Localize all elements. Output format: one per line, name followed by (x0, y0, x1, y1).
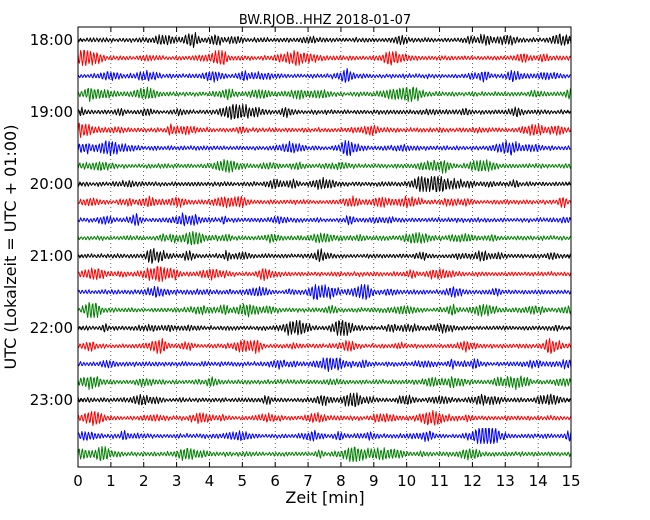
x-tick-label: 8 (336, 472, 346, 490)
x-tick-label: 11 (430, 472, 449, 490)
y-tick-label: 18:00 (30, 31, 73, 49)
x-tick-label: 5 (238, 472, 248, 490)
x-tick-label: 4 (205, 472, 215, 490)
x-tick-label: 15 (561, 472, 580, 490)
y-axis-label: UTC (Lokalzeit = UTC + 01:00) (1, 125, 20, 370)
trace-row-2330 (77, 428, 572, 444)
x-axis-ticks: 0 1 2 3 4 5 6 7 8 9 10 11 12 13 14 15 (73, 27, 581, 490)
trace-row-1845 (78, 86, 572, 102)
x-tick-label: 3 (172, 472, 182, 490)
trace-row-2200 (78, 320, 572, 336)
trace-row-1815 (77, 50, 572, 66)
trace-row-1830 (77, 68, 572, 83)
trace-row-1930 (77, 140, 572, 156)
seismogram-traces (77, 32, 572, 462)
x-tick-label: 0 (73, 472, 83, 490)
trace-row-2230 (77, 357, 572, 372)
trace-row-2300 (77, 392, 572, 408)
y-tick-label: 19:00 (30, 103, 73, 121)
trace-row-1945 (77, 159, 572, 174)
trace-row-2245 (77, 375, 572, 390)
trace-row-2030 (77, 212, 572, 227)
x-tick-label: 1 (106, 472, 116, 490)
x-tick-label: 13 (496, 472, 515, 490)
plot-frame (77, 26, 572, 468)
x-tick-label: 14 (529, 472, 548, 490)
trace-row-2000 (77, 176, 572, 192)
x-tick-label: 12 (463, 472, 482, 490)
trace-row-2145 (77, 302, 572, 318)
trace-row-2215 (77, 338, 572, 354)
trace-row-2115 (77, 266, 572, 282)
trace-row-1800 (77, 32, 572, 48)
trace-row-2045 (77, 231, 572, 246)
x-tick-label: 7 (303, 472, 313, 490)
x-tick-label: 10 (397, 472, 416, 490)
trace-row-2345 (77, 446, 572, 462)
trace-row-2015 (77, 195, 572, 209)
chart-title: BW.RJOB..HHZ 2018-01-07 (239, 13, 411, 28)
x-tick-label: 2 (139, 472, 149, 490)
y-axis-ticks: 18:00 19:00 20:00 21:00 22:00 23:00 (30, 31, 571, 409)
grid-lines (78, 27, 571, 467)
x-axis-label: Zeit [min] (285, 488, 364, 507)
y-tick-label: 22:00 (30, 319, 73, 337)
x-tick-label: 9 (369, 472, 379, 490)
y-tick-label: 20:00 (30, 175, 73, 193)
trace-row-2130 (77, 284, 572, 300)
y-tick-label: 21:00 (30, 247, 73, 265)
x-tick-label: 6 (270, 472, 280, 490)
trace-row-2100 (77, 248, 572, 264)
trace-row-1915 (77, 122, 572, 138)
trace-row-2315 (77, 410, 572, 426)
y-tick-label: 23:00 (30, 391, 73, 409)
trace-row-1900 (77, 104, 572, 120)
